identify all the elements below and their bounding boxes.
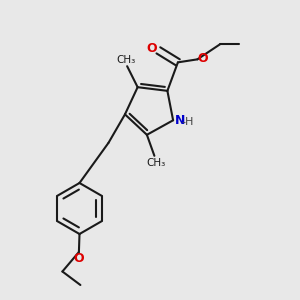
Text: N: N bbox=[175, 114, 185, 127]
Text: O: O bbox=[146, 42, 157, 56]
Text: O: O bbox=[197, 52, 208, 65]
Text: CH₃: CH₃ bbox=[146, 158, 166, 168]
Text: CH₃: CH₃ bbox=[117, 55, 136, 64]
Text: -H: -H bbox=[182, 117, 194, 127]
Text: O: O bbox=[74, 252, 84, 265]
